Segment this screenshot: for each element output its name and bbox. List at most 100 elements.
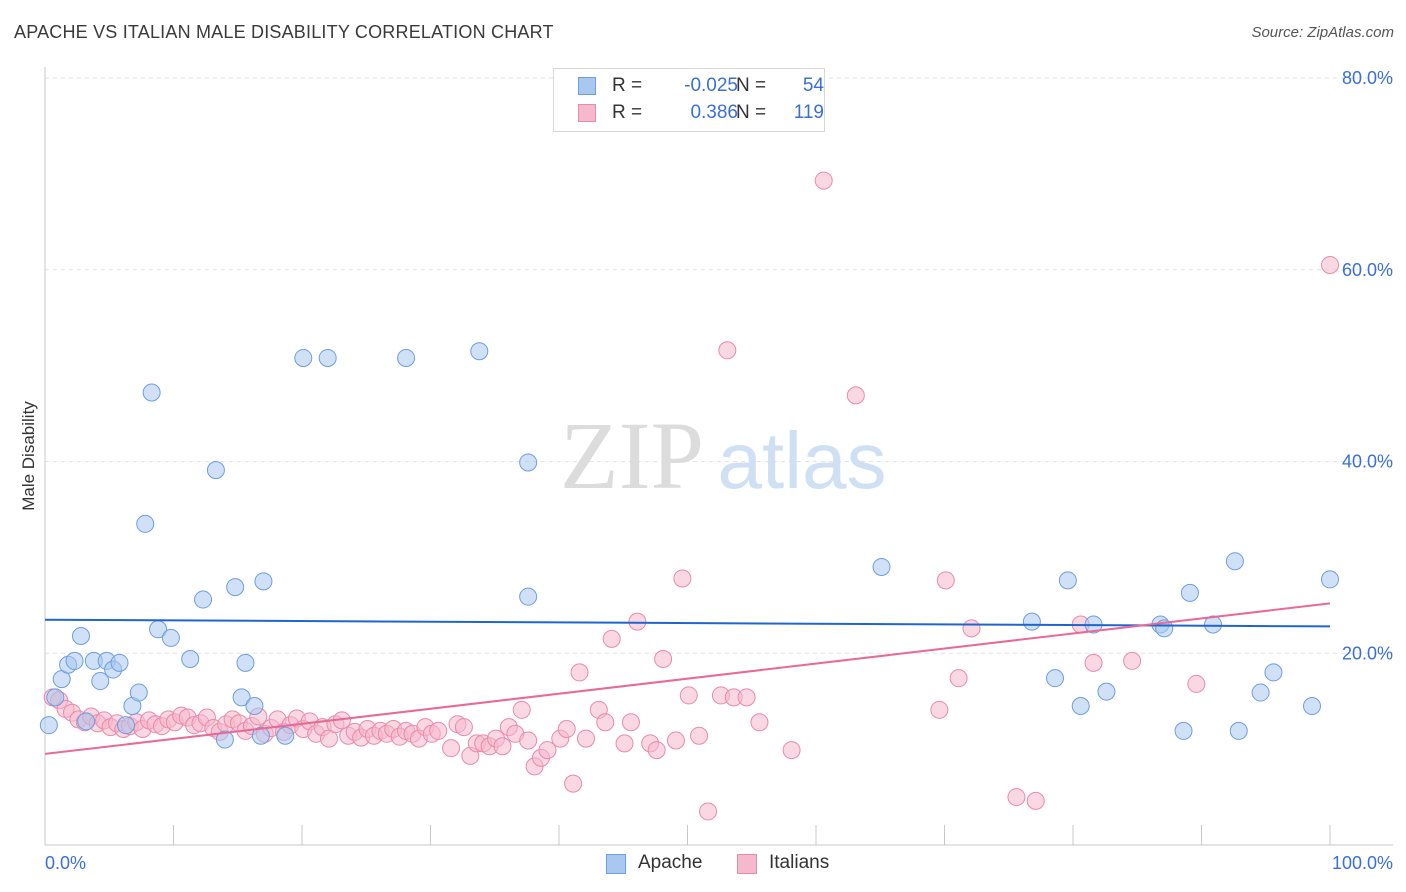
- apache-point: [129, 683, 148, 702]
- n-value: 54: [802, 75, 824, 96]
- italians-point: [615, 734, 634, 753]
- italians-point: [429, 721, 448, 740]
- apache-point: [245, 696, 264, 715]
- apache-point: [1174, 721, 1193, 740]
- apache-point: [1071, 696, 1090, 715]
- x-tick-label: 100.0%: [1332, 853, 1393, 873]
- italians-point: [557, 719, 576, 738]
- apache-point: [142, 383, 161, 402]
- italians-point: [782, 741, 801, 760]
- x-tick-label: 0.0%: [45, 853, 86, 873]
- apache-point: [1058, 571, 1077, 590]
- apache-point: [1251, 683, 1270, 702]
- apache-point: [181, 650, 200, 669]
- italians-point: [718, 341, 737, 360]
- italians-point: [1026, 791, 1045, 810]
- chart-title: APACHE VS ITALIAN MALE DISABILITY CORREL…: [14, 22, 554, 42]
- italians-point: [647, 741, 666, 760]
- italians-point: [814, 171, 833, 190]
- italians-point: [666, 731, 685, 750]
- italians-point: [930, 700, 949, 719]
- italians-point: [1123, 651, 1142, 670]
- apache-point: [1046, 669, 1065, 688]
- italians-point: [949, 669, 968, 688]
- apache-point: [194, 590, 213, 609]
- italians-point: [673, 569, 692, 588]
- italians-point: [962, 619, 981, 638]
- y-tick-label: 60.0%: [1342, 260, 1393, 280]
- apache-point: [1225, 552, 1244, 571]
- italians-point: [737, 688, 756, 707]
- italians-point: [621, 713, 640, 732]
- italians-point: [576, 729, 595, 748]
- italians-point: [493, 737, 512, 756]
- r-value: -0.025: [684, 75, 738, 96]
- apache-point: [251, 726, 270, 745]
- legend-label: Apache: [638, 852, 703, 873]
- italians-point: [679, 686, 698, 705]
- apache-point: [232, 688, 251, 707]
- apache-point: [1321, 570, 1339, 589]
- apache-point: [226, 578, 245, 597]
- apache-point: [71, 626, 90, 645]
- y-axis-label: Male Disability: [19, 401, 38, 511]
- trend-lines: [44, 602, 1331, 755]
- italians-point: [570, 663, 589, 682]
- apache-point: [206, 461, 225, 480]
- apache-point: [318, 348, 337, 367]
- apache-point: [91, 672, 110, 691]
- y-tick-label: 80.0%: [1342, 68, 1393, 88]
- italians-point: [564, 774, 583, 793]
- y-tick-label: 20.0%: [1342, 643, 1393, 663]
- italians-point: [1187, 674, 1206, 693]
- italians-point: [628, 612, 647, 631]
- apache-point: [872, 557, 891, 576]
- grid-lines: [45, 77, 1393, 654]
- italians-point: [442, 739, 461, 758]
- italians-point: [596, 713, 615, 732]
- italians-point: [538, 741, 557, 760]
- legend-label: Italians: [769, 852, 830, 873]
- r-value: 0.386: [690, 102, 738, 123]
- apache-point: [1022, 612, 1041, 631]
- apache-point: [65, 651, 84, 670]
- r-label: R =: [612, 102, 643, 123]
- watermark-atlas: atlas: [718, 416, 887, 505]
- italians-swatch: [578, 104, 596, 122]
- apache-point: [1204, 615, 1223, 634]
- apache-point: [276, 726, 295, 745]
- italians-point: [1084, 653, 1103, 672]
- apache-point: [110, 653, 129, 672]
- apache-point: [519, 587, 538, 606]
- italians-point: [512, 700, 531, 719]
- italians-trend-line: [44, 602, 1331, 755]
- source-label: Source: ZipAtlas.com: [1251, 24, 1394, 41]
- stats-legend: R = -0.025 N = 54 R = 0.386 N = 119: [553, 68, 825, 132]
- apache-point: [1180, 583, 1199, 602]
- apache-point: [136, 514, 155, 533]
- apache-point: [1097, 682, 1116, 701]
- y-tick-label: 40.0%: [1342, 452, 1393, 472]
- italians-point: [454, 718, 473, 737]
- n-value: 119: [793, 102, 824, 123]
- italians-point: [1007, 788, 1026, 807]
- italians-swatch: [737, 854, 757, 874]
- apache-point: [215, 730, 234, 749]
- italians-point: [602, 629, 621, 648]
- apache-points: [39, 342, 1339, 749]
- n-label: N =: [736, 102, 767, 123]
- n-label: N =: [736, 75, 767, 96]
- apache-trend-line: [44, 618, 1331, 628]
- apache-point: [397, 348, 416, 367]
- italians-point: [654, 650, 673, 669]
- apache-swatch: [578, 77, 596, 95]
- apache-point: [470, 342, 489, 361]
- apache-point: [1229, 721, 1248, 740]
- italians-point: [519, 731, 538, 750]
- watermark-zip: ZIP: [560, 402, 704, 509]
- apache-point: [161, 628, 180, 647]
- tick-labels: 20.0% 40.0% 60.0% 80.0% 0.0% 100.0%: [45, 68, 1393, 873]
- italians-point: [936, 571, 955, 590]
- italians-point: [1321, 255, 1339, 274]
